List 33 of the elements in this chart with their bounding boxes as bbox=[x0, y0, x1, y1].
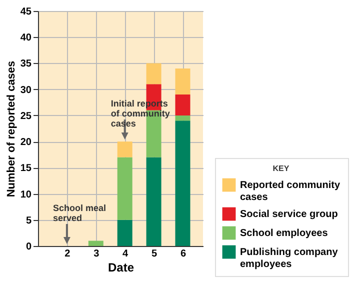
bar bbox=[175, 120, 190, 246]
legend-title: KEY bbox=[272, 164, 290, 173]
x-tick-label: 3 bbox=[94, 248, 100, 260]
bar bbox=[117, 220, 132, 246]
bar bbox=[175, 68, 190, 95]
x-axis-title: Date bbox=[108, 260, 134, 274]
x-tick-label: 5 bbox=[152, 248, 158, 260]
y-tick-label: 0 bbox=[26, 242, 32, 252]
x-tick-label: 2 bbox=[64, 248, 71, 260]
x-tick-label: 4 bbox=[122, 248, 129, 260]
bar bbox=[146, 63, 162, 84]
bar bbox=[146, 157, 162, 246]
y-tick-label: 35 bbox=[20, 58, 32, 70]
legend-label: Social service group bbox=[240, 209, 338, 220]
legend-label: Reported community cases bbox=[240, 180, 340, 203]
legend-label: School employees bbox=[240, 228, 328, 239]
y-tick-label: 10 bbox=[20, 189, 32, 200]
bar bbox=[175, 94, 190, 116]
y-tick-label: 30 bbox=[20, 84, 32, 96]
y-tick-label: 15 bbox=[20, 163, 32, 174]
legend-label: Publishing company employees bbox=[240, 247, 338, 270]
bar bbox=[88, 240, 104, 246]
bar bbox=[117, 157, 132, 220]
y-tick-label: 40 bbox=[20, 32, 32, 44]
annotation: School meal served bbox=[52, 203, 106, 223]
x-tick-label: 6 bbox=[180, 248, 186, 260]
bar bbox=[117, 142, 132, 158]
bar bbox=[175, 115, 190, 121]
y-axis-title: Number of reported cases bbox=[5, 60, 18, 198]
y-tick-label: 25 bbox=[20, 110, 32, 122]
y-tick-label: 45 bbox=[20, 6, 32, 18]
y-tick-label: 5 bbox=[26, 215, 32, 226]
y-tick-label: 20 bbox=[20, 137, 32, 148]
